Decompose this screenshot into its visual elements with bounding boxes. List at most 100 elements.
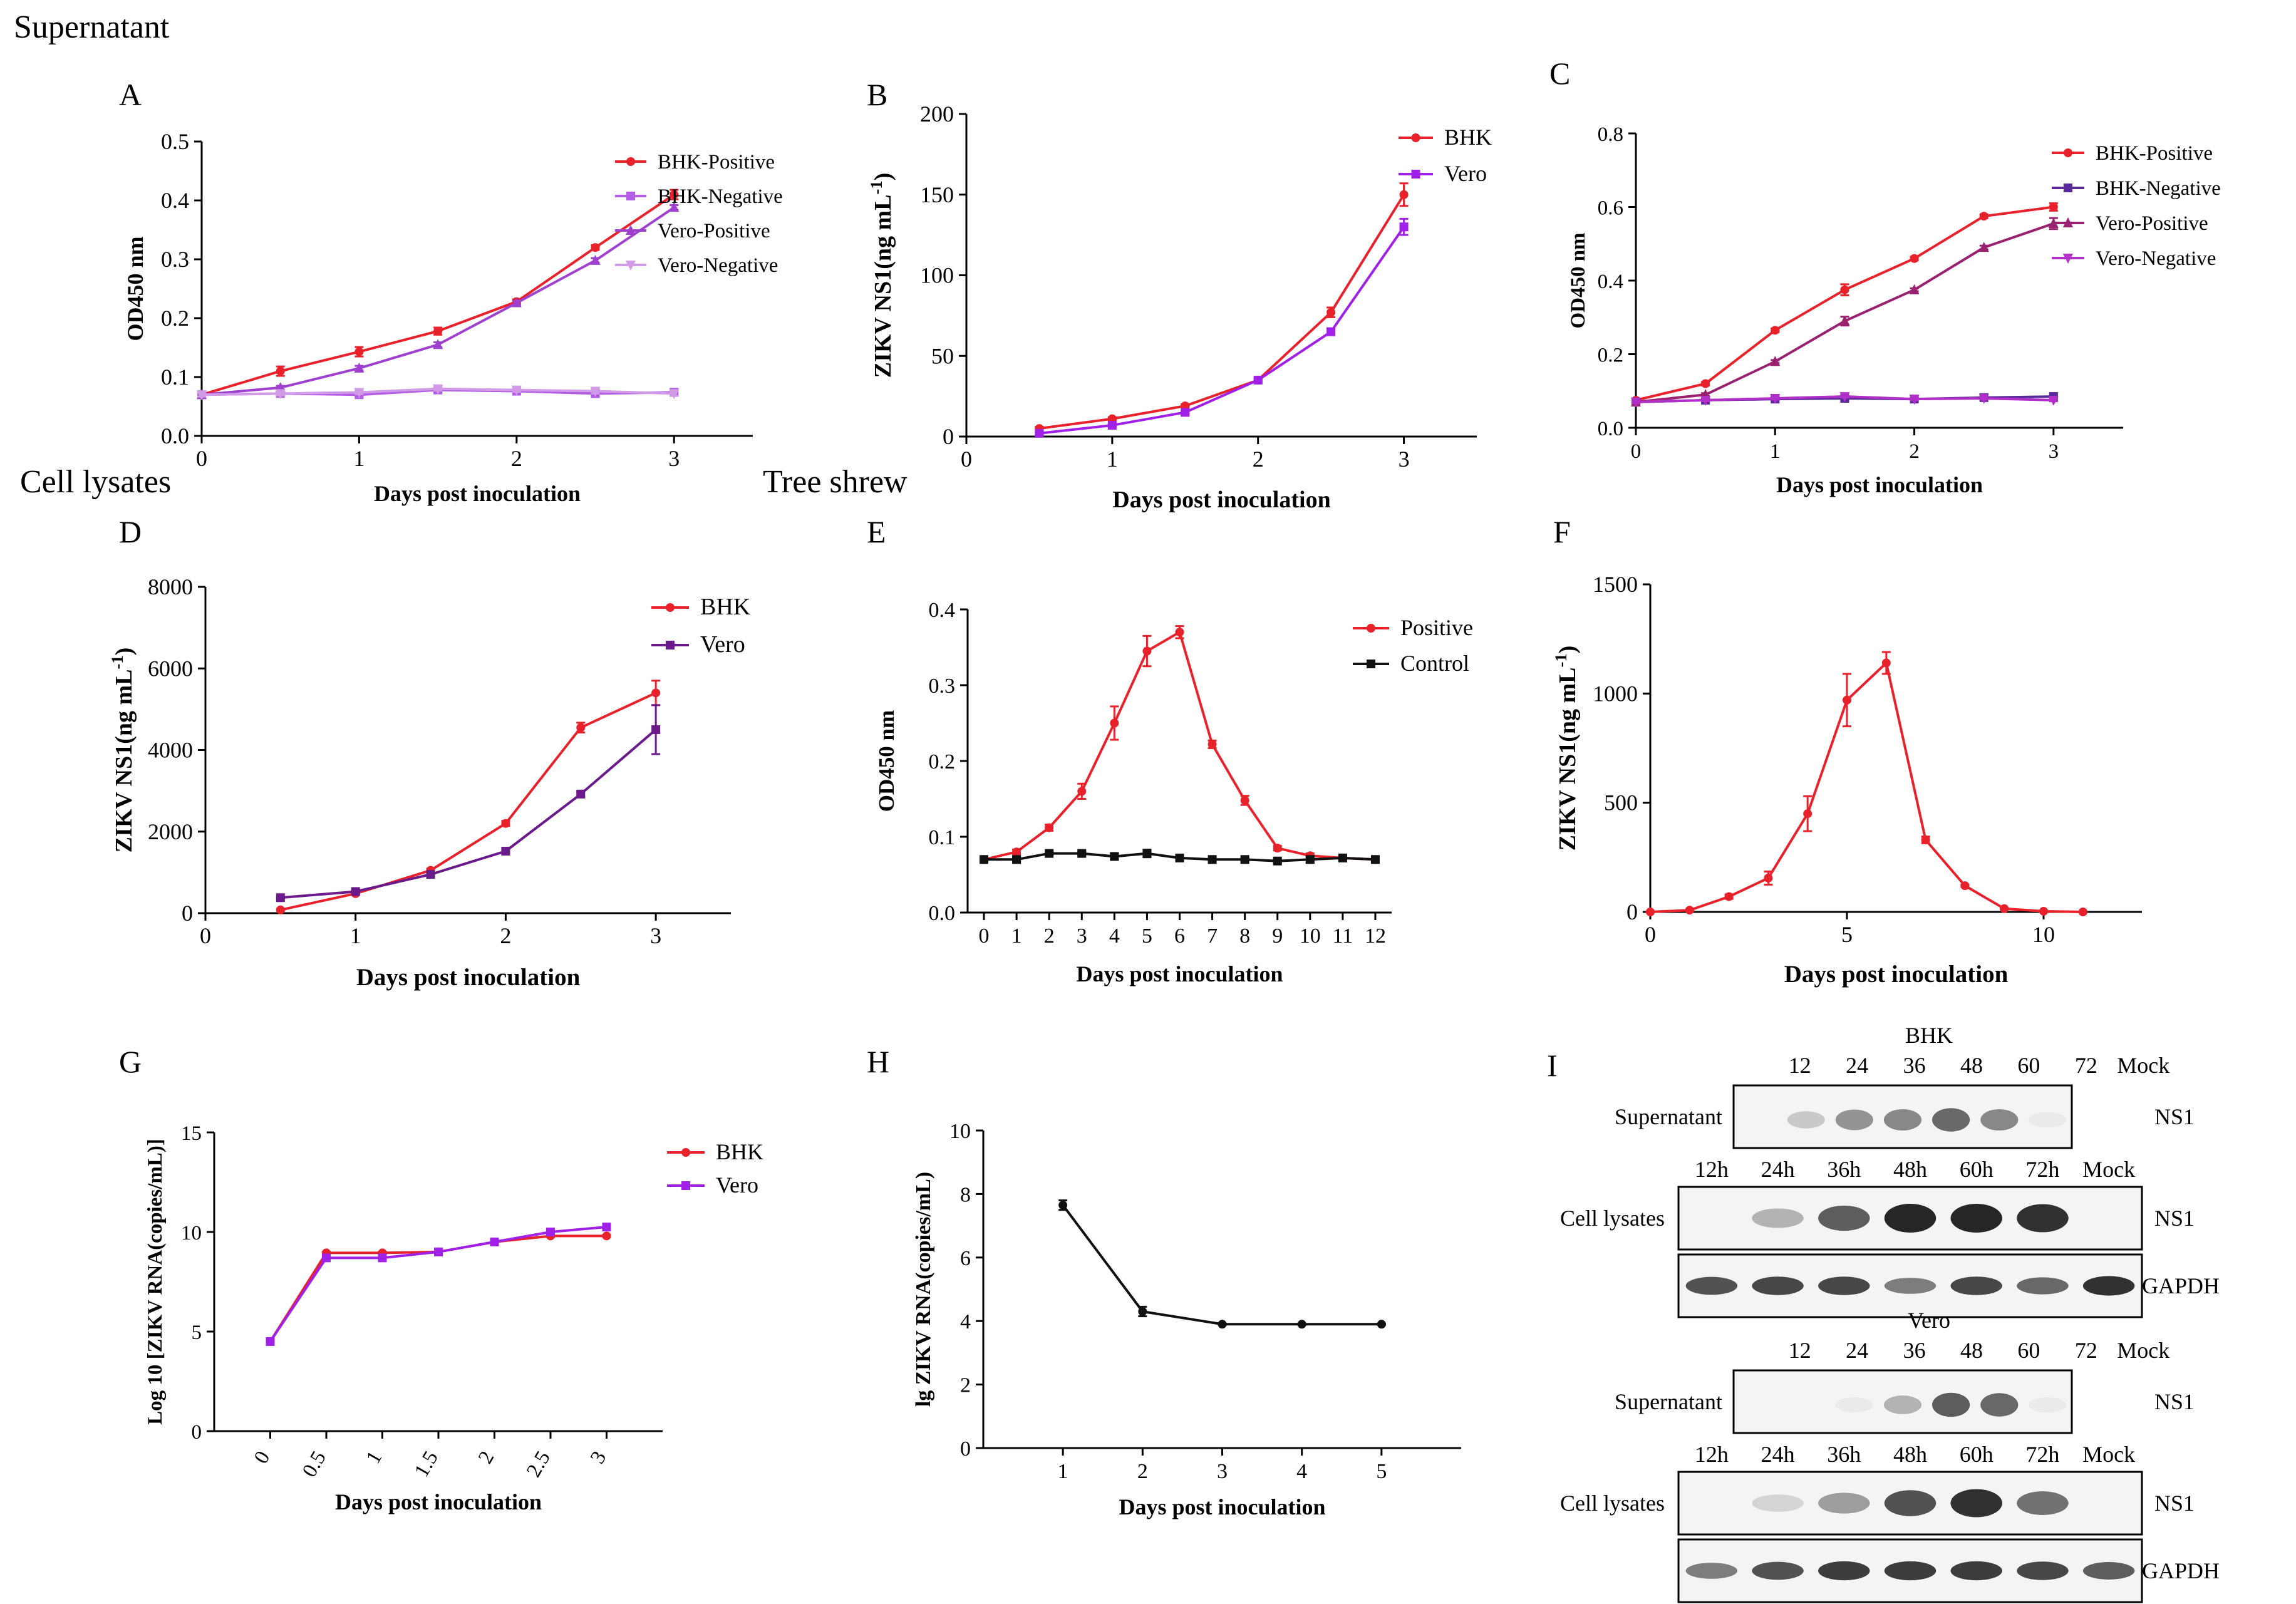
x-tick-label: 5 <box>1376 1460 1387 1483</box>
data-point <box>1181 408 1190 417</box>
data-point <box>1770 394 1781 404</box>
x-tick-label: 9 <box>1272 924 1283 948</box>
legend-label: Positive <box>1400 615 1473 640</box>
data-point <box>1764 873 1773 882</box>
lysate-blot <box>1677 1471 2143 1536</box>
lane-label: 48 <box>1960 1338 1983 1363</box>
lane-label: 24 <box>1846 1053 1868 1078</box>
x-axis-label: Days post inoculation <box>356 964 581 991</box>
x-tick-label: 4 <box>1296 1460 1307 1483</box>
lane-label: 60 <box>2017 1053 2040 1078</box>
x-tick-label: 7 <box>1207 924 1218 948</box>
row-label-supernatant: Supernatant <box>1615 1104 1722 1129</box>
data-point <box>1921 835 1930 844</box>
data-point <box>1297 1320 1306 1329</box>
lane-label: 72h <box>2025 1442 2059 1467</box>
data-point <box>1253 375 1263 385</box>
x-tick-label: 2 <box>500 923 511 948</box>
x-tick-label: 11 <box>1333 924 1353 948</box>
y-tick-label: 150 <box>920 182 954 207</box>
blot-band <box>1835 1109 1873 1131</box>
blot-band <box>1685 1563 1738 1579</box>
series-line <box>1635 205 2054 401</box>
data-point <box>1770 356 1781 366</box>
x-tick-label: 6 <box>1174 924 1185 948</box>
y-tick-label: 0.4 <box>161 188 189 213</box>
blot-band <box>2082 1276 2135 1296</box>
ns1-label: NS1 <box>2154 1491 2195 1516</box>
series-line <box>1635 222 2054 403</box>
legend-label: BHK-Positive <box>2096 142 2213 165</box>
y-tick-label: 0.6 <box>1598 197 1623 220</box>
y-axis-label: ZIKV NS1(ng mL-1) <box>1551 646 1581 851</box>
chart-g: G 0 0.5 1 1.5 2 2.5 3 0 5 10 15 Days post inoculatio… <box>119 1044 763 1514</box>
lane-label: Mock <box>2082 1442 2135 1467</box>
y-tick-label: 500 <box>1604 790 1638 815</box>
x-tick-label: 2 <box>1909 440 1920 463</box>
blot-band <box>2017 1277 2069 1295</box>
lane-label: 48h <box>1893 1157 1927 1182</box>
y-tick-label: 0 <box>182 901 193 926</box>
data-point <box>590 254 601 265</box>
gapdh-blot <box>1677 1253 2143 1318</box>
data-point <box>378 1253 387 1263</box>
series-ns1 <box>1646 651 2087 916</box>
data-point <box>433 326 443 336</box>
data-point <box>1326 308 1336 317</box>
y-tick-label: 0.0 <box>1598 418 1623 440</box>
x-tick-label: 1 <box>1770 440 1781 463</box>
panel-letter-c: C <box>1549 56 1570 91</box>
series-vero <box>1035 217 1409 438</box>
lane-label: 24h <box>1761 1442 1795 1467</box>
legend-marker <box>681 1181 690 1190</box>
x-axis-label: Days post inoculation <box>1076 961 1283 986</box>
chart-b: B 0 1 2 3 0 50 100 150 200 Days post inoculation ZI… <box>867 77 1492 513</box>
data-point <box>1305 855 1315 864</box>
data-point <box>1700 395 1711 406</box>
data-point <box>511 297 522 308</box>
blot-band <box>1884 1278 1937 1294</box>
x-tick-label: 1 <box>1058 1460 1068 1483</box>
series-vero-positive <box>1631 217 2059 406</box>
blot-band <box>1752 1561 1804 1580</box>
data-point <box>1045 823 1054 832</box>
blot-band <box>1932 1392 1970 1417</box>
x-tick-label: 3 <box>1077 924 1087 948</box>
data-point <box>1012 855 1021 864</box>
y-tick-label: 6000 <box>148 656 193 681</box>
lane-label: 48h <box>1893 1442 1927 1467</box>
data-point <box>197 390 207 401</box>
chart-d: D 0 1 2 3 0 2000 4000 6000 8000 Days post inoculat… <box>108 514 751 991</box>
x-tick-label: 0 <box>961 447 972 472</box>
data-point <box>1377 1320 1386 1329</box>
x-tick-label: 2 <box>1137 1460 1148 1483</box>
data-point <box>2078 908 2087 916</box>
legend-marker <box>1367 660 1375 668</box>
series-line <box>280 728 657 899</box>
lane-label: 12h <box>1695 1442 1729 1467</box>
data-point <box>669 389 680 400</box>
data-point <box>1399 222 1409 232</box>
data-point <box>433 339 443 349</box>
blot-band <box>1884 1204 1937 1233</box>
blot-band <box>1685 1210 1738 1226</box>
blot-band <box>1835 1397 1873 1413</box>
x-tick-label: 3 <box>650 923 661 948</box>
data-point <box>602 1223 611 1232</box>
data-point <box>434 1247 443 1256</box>
data-point <box>1142 849 1152 858</box>
data-point <box>1110 852 1119 861</box>
data-point <box>1370 855 1380 864</box>
x-tick-label: 1 <box>353 446 365 471</box>
y-tick-label: 0 <box>192 1421 202 1444</box>
x-tick-label: 2.5 <box>522 1447 555 1481</box>
data-point <box>1273 844 1282 853</box>
data-point <box>276 366 285 376</box>
data-point <box>276 905 285 914</box>
row-label-cell-lysates: Cell lysates <box>1560 1491 1665 1516</box>
y-tick-label: 4 <box>960 1310 971 1333</box>
legend-label: BHK <box>716 1139 763 1164</box>
x-tick-label: 0 <box>200 923 211 948</box>
x-tick-label: 0 <box>250 1447 274 1467</box>
y-axis-label: OD450 nm <box>1567 232 1590 328</box>
